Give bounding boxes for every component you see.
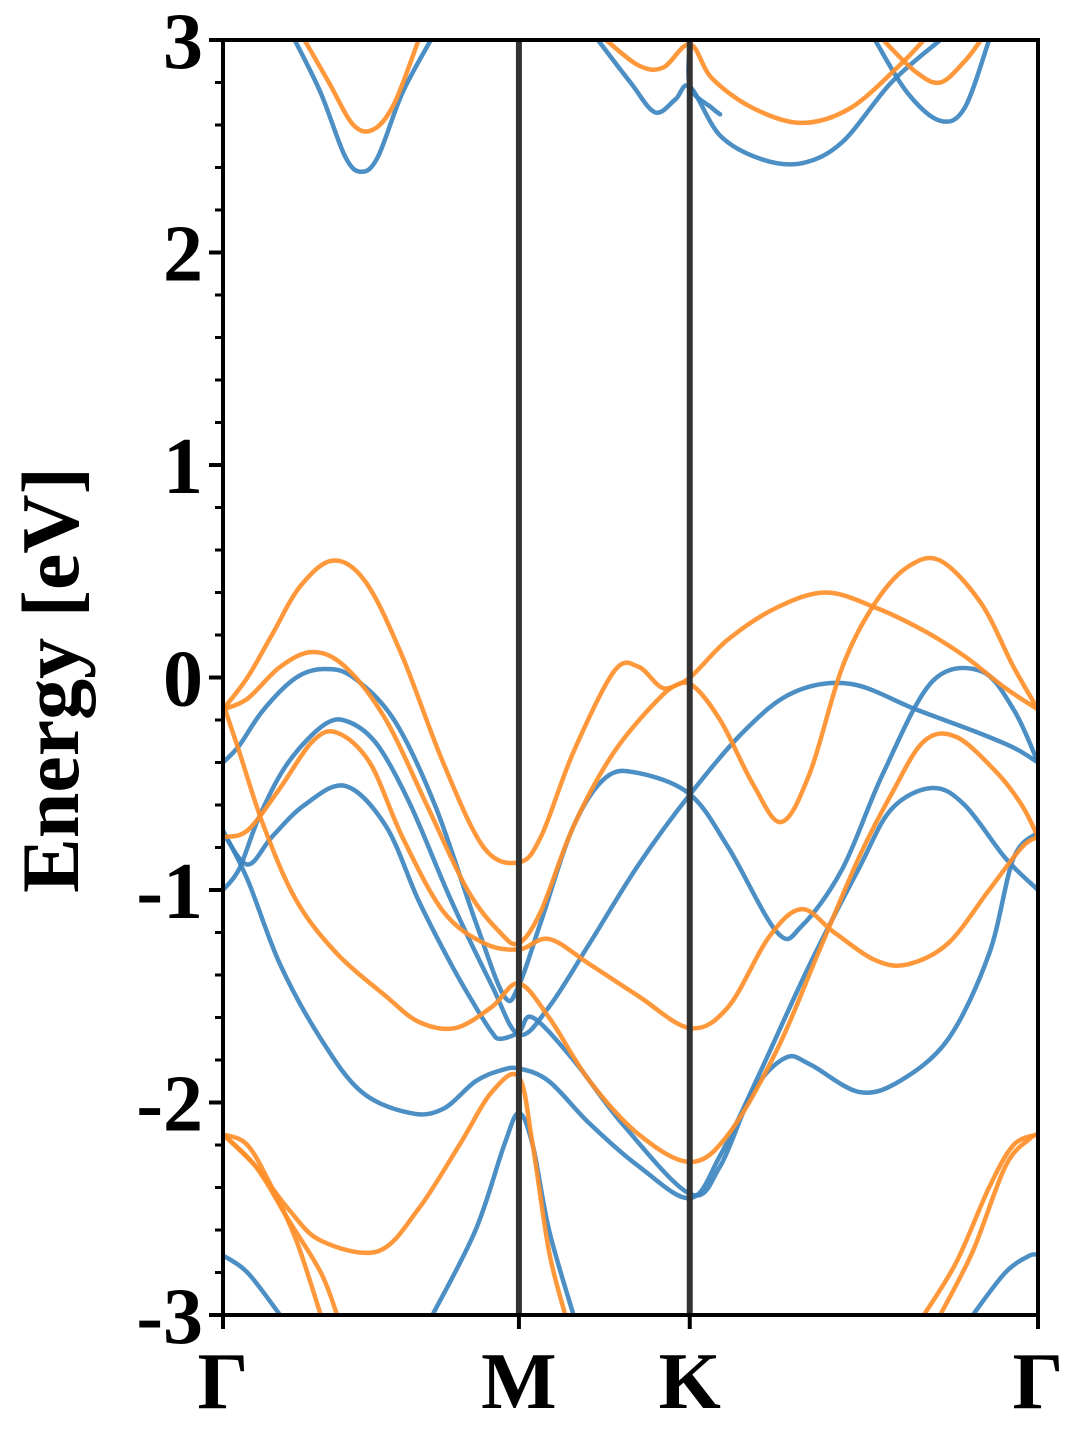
x-tick-label-1: M [481, 1338, 557, 1426]
y-tick-label-6: 3 [163, 0, 203, 86]
band-blue-6 [970, 1252, 1038, 1315]
band-orange-16 [223, 1071, 568, 1315]
band-blue-1 [223, 665, 1038, 1004]
band-blue-3 [223, 1253, 283, 1315]
band-orange-23 [880, 40, 984, 86]
x-tick-label-0: Γ [198, 1338, 249, 1426]
y-tick-label-4: 1 [163, 423, 203, 511]
band-orange-11 [223, 555, 1038, 866]
y-tick-label-1: -2 [136, 1061, 203, 1149]
band-orange-20 [302, 40, 421, 134]
y-tick-label-5: 2 [163, 211, 203, 299]
y-axis: -3 -2 -1 0 1 2 3 [136, 0, 223, 1361]
band-orange-12 [223, 590, 1038, 947]
band-orange-17 [223, 1132, 340, 1315]
high-symmetry-lines [515, 40, 693, 1315]
y-tick-label-3: 0 [163, 636, 203, 724]
band-blue-5 [430, 1110, 576, 1315]
band-blue-8 [595, 40, 943, 167]
band-orange-15 [223, 1132, 324, 1315]
band-orange-18 [921, 1132, 1038, 1315]
plot-frame [221, 38, 1040, 1317]
band-orange-19 [937, 1132, 1038, 1315]
band-blue-0 [223, 680, 1038, 1038]
band-blue-4 [223, 785, 1038, 1201]
band-orange-21 [603, 40, 927, 126]
x-tick-label-3: Γ [1013, 1338, 1064, 1426]
band-orange-14 [223, 700, 1038, 1165]
band-blue-2 [223, 783, 1038, 1198]
band-lines [223, 40, 1038, 1315]
x-tick-label-2: K [659, 1338, 721, 1426]
band-blue-10 [872, 40, 992, 124]
band-orange-13 [223, 729, 1038, 1031]
band-blue-9 [686, 40, 723, 117]
band-blue-7 [292, 40, 434, 175]
y-axis-title: Energy [eV] [5, 467, 96, 893]
y-tick-label-0: -3 [136, 1273, 203, 1361]
y-tick-label-2: -1 [136, 848, 203, 936]
